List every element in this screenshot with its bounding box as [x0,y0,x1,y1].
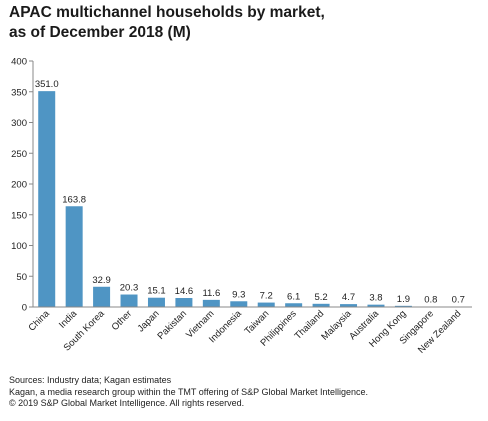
bar-data-label: 20.3 [120,283,139,294]
y-tick-label: 150 [11,210,27,221]
x-tick-label: China [27,308,53,334]
copyright-note: © 2019 S&P Global Market Intelligence. A… [9,398,245,408]
bar-chart: 0 50 100 150 200 250 300 350 400 351.0 163.8 32.9 20… [11,57,472,356]
bar-data-label: 7.2 [260,291,273,302]
x-tick-label: Pakistan [155,308,189,342]
bar-data-label: 14.6 [175,286,194,297]
bar [367,304,385,307]
chart-title-line-2: as of December 2018 (M) [9,24,191,41]
y-tick-label: 200 [11,180,27,191]
bar-data-label: 1.9 [397,294,410,305]
bar-data-label: 0.8 [424,295,437,306]
bar [257,302,275,307]
bar-data-label: 351.0 [35,79,59,90]
bar [120,294,138,307]
sources-note: Sources: Industry data; Kagan estimates [9,375,172,385]
y-tick-label: 50 [16,272,27,283]
bar-data-label: 0.7 [452,295,465,306]
bar-data-label: 15.1 [147,286,166,297]
bar [340,304,358,307]
chart-title-line-1: APAC multichannel households by market, [9,4,325,21]
bar [93,286,111,307]
y-tick-label: 250 [11,149,27,160]
bar [147,297,165,307]
bar-data-label: 9.3 [232,289,245,300]
y-tick-label: 0 [22,303,27,314]
y-tick-label: 350 [11,87,27,98]
bar-data-label: 4.7 [342,292,355,303]
bar [312,303,330,307]
bar [38,91,56,307]
bar [202,299,220,307]
bar-data-label: 11.6 [202,288,220,299]
bar [230,301,248,307]
bar-data-label: 6.1 [287,291,300,302]
bar-data-label: 5.2 [314,292,327,303]
chart-footer: Sources: Industry data; Kagan estimates … [9,375,368,410]
bar-data-label: 3.8 [369,293,382,304]
bar [65,206,83,307]
x-tick-label: Japan [136,308,162,334]
y-tick-label: 100 [11,241,27,252]
y-tick-label: 300 [11,118,27,129]
bar [175,298,193,307]
bar-data-label: 32.9 [92,275,111,286]
kagan-note: Kagan, a media research group within the… [9,386,369,397]
bar [394,305,412,307]
y-tick-label: 400 [11,57,27,68]
chart-title: APAC multichannel households by market, … [9,3,325,43]
bar-data-label: 163.8 [62,194,86,205]
bar [285,303,303,307]
x-tick-label: India [57,308,80,331]
x-tick-label: Other [110,308,135,333]
